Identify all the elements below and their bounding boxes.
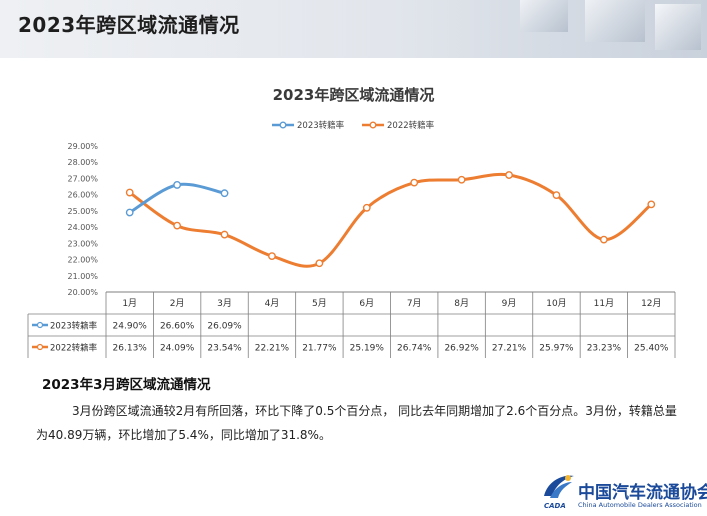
x-tick-label: 6月 <box>359 298 374 309</box>
y-tick-label: 25.00% <box>67 207 98 216</box>
x-tick-label: 9月 <box>502 298 517 309</box>
y-tick-label: 20.00% <box>67 288 98 297</box>
table-cell-value: 22.21% <box>255 344 290 354</box>
decor-cube <box>585 0 645 42</box>
legend-swatch-marker <box>369 121 377 129</box>
table-cell-value: 27.21% <box>492 344 527 354</box>
x-tick-label: 7月 <box>407 298 422 309</box>
x-tick-label: 12月 <box>641 298 661 309</box>
table-cell-value: 25.19% <box>350 344 385 354</box>
y-tick-label: 29.00% <box>67 142 98 151</box>
legend-label: 2023转籍率 <box>297 120 345 131</box>
data-point <box>220 189 229 198</box>
logo-name-cn: 中国汽车流通协会 <box>578 483 707 503</box>
table-series-name: 2022转籍率 <box>50 343 98 354</box>
data-point <box>315 259 324 268</box>
data-point <box>457 175 466 184</box>
decor-cube <box>655 4 701 50</box>
cada-emblem-icon <box>544 475 574 498</box>
table-cell-value: 26.92% <box>444 344 479 354</box>
table-legend-marker <box>36 321 44 329</box>
table-series-name: 2023转籍率 <box>50 321 98 332</box>
x-tick-label: 8月 <box>454 298 469 309</box>
y-tick-label: 22.00% <box>67 256 98 265</box>
logo-name-en: China Automobile Dealers Association <box>578 501 702 509</box>
x-tick-label: 11月 <box>594 298 614 309</box>
table-cell-value: 25.40% <box>634 344 669 354</box>
data-point <box>410 178 419 187</box>
table-cell-value: 26.09% <box>207 322 242 332</box>
x-tick-label: 2月 <box>170 298 185 309</box>
data-point <box>505 171 513 179</box>
table-legend-marker <box>36 343 44 351</box>
summary-title: 2023年3月跨区域流通情况 <box>42 377 211 393</box>
data-point <box>599 235 608 244</box>
data-point <box>173 181 182 189</box>
data-point <box>268 252 276 261</box>
y-tick-label: 27.00% <box>67 174 98 183</box>
data-point <box>362 203 371 212</box>
x-tick-label: 4月 <box>265 298 280 309</box>
table-cell-value: 23.23% <box>587 344 622 354</box>
table-cell-value: 26.13% <box>113 344 148 354</box>
table-cell-value: 24.90% <box>113 322 148 332</box>
table-cell-value: 21.77% <box>302 344 337 354</box>
summary-body: 3月份跨区域流通较2月有所回落，环比下降了0.5个百分点， 同比去年同期增加了2… <box>36 404 677 442</box>
table-cell-value: 26.74% <box>397 344 432 354</box>
header-banner: 2023年跨区域流通情况 <box>0 0 707 58</box>
decor-cube <box>520 0 568 32</box>
legend-swatch-marker <box>279 121 287 129</box>
table-cell-value: 24.09% <box>160 344 195 354</box>
table-cell-value: 25.97% <box>539 344 574 354</box>
chart-title: 2023年跨区域流通情况 <box>273 86 435 104</box>
x-tick-label: 10月 <box>546 298 566 309</box>
y-tick-label: 21.00% <box>67 272 98 281</box>
data-point <box>173 221 182 230</box>
y-tick-label: 24.00% <box>67 223 98 232</box>
data-point <box>552 191 561 200</box>
data-point <box>125 188 134 197</box>
y-tick-label: 23.00% <box>67 239 98 248</box>
line-chart: 2023年跨区域流通情况 2023转籍率 2022转籍率 29.00% 28.00% 27… <box>27 86 676 358</box>
x-tick-label: 3月 <box>217 298 232 309</box>
table-cell-value: 23.54% <box>207 344 242 354</box>
x-tick-label: 5月 <box>312 298 327 309</box>
y-tick-label: 28.00% <box>67 158 98 167</box>
page-title: 2023年跨区域流通情况 <box>18 13 240 37</box>
data-point <box>220 230 229 239</box>
x-tick-label: 1月 <box>122 298 137 309</box>
association-logo: CADA 中国汽车流通协会 China Automobile Dealers A… <box>538 470 707 514</box>
data-point <box>647 200 656 209</box>
data-point <box>125 208 134 217</box>
table-cell-value: 26.60% <box>160 322 195 332</box>
y-tick-label: 26.00% <box>67 191 98 200</box>
legend-label: 2022转籍率 <box>387 120 435 131</box>
logo-abbr: CADA <box>544 502 566 510</box>
